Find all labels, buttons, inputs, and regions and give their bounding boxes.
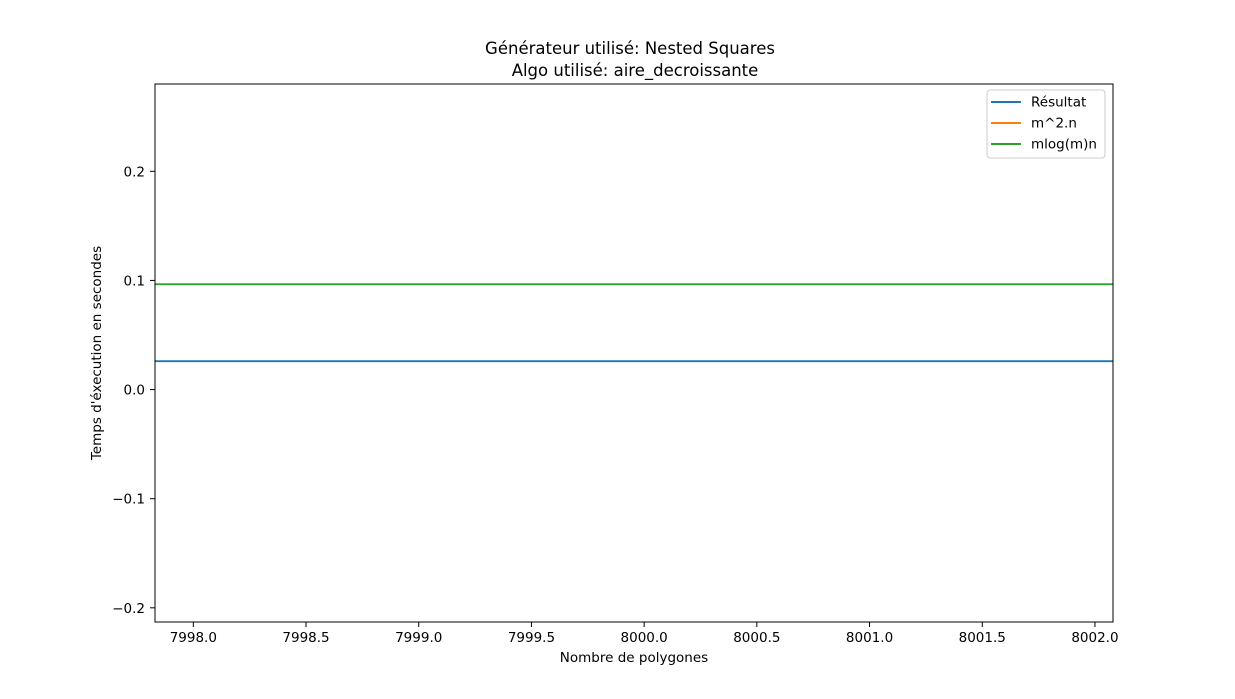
legend-label-mlogmn: mlog(m)n: [1031, 137, 1097, 153]
x-tick-label: 8002.0: [1071, 630, 1118, 646]
y-tick-label: 0.1: [124, 273, 145, 289]
x-tick-label: 7999.0: [395, 630, 442, 646]
legend-box: [986, 89, 1106, 159]
x-tick-label: 7999.5: [508, 630, 555, 646]
plot-frame: [154, 83, 1114, 623]
y-tick-label: 0.0: [124, 383, 145, 399]
series-layer: [155, 283, 1113, 363]
x-tick-label: 8001.0: [846, 630, 893, 646]
x-tick-label: 8000.5: [733, 630, 780, 646]
x-axis-label: Nombre de polygones: [560, 650, 708, 666]
y-tick-label: −0.2: [112, 601, 145, 617]
y-axis-label: Temps d'éxecution en secondes: [89, 246, 105, 461]
x-tick-label: 8000.0: [621, 630, 668, 646]
legend-label-resultat: Résultat: [1031, 95, 1086, 111]
x-tick-label: 7998.5: [282, 630, 329, 646]
x-tick-label: 8001.5: [959, 630, 1006, 646]
chart-title: Générateur utilisé: Nested Squares: [485, 39, 775, 58]
x-tick-label: 7998.0: [170, 630, 217, 646]
x-axis: 7998.0 7998.5 7999.0 7999.5 8000.0 8000.5 8001…: [170, 622, 1119, 646]
legend-label-m2n: m^2.n: [1031, 116, 1077, 132]
legend: Résultat m^2.n mlog(m)n: [986, 89, 1106, 159]
y-tick-label: 0.2: [124, 164, 145, 180]
y-axis: −0.2 −0.1 0.0 0.1 0.2: [112, 164, 155, 617]
chart-subtitle: Algo utilisé: aire_decroissante: [512, 61, 759, 81]
y-tick-label: −0.1: [112, 492, 145, 508]
plot-area-background: [155, 84, 1113, 622]
